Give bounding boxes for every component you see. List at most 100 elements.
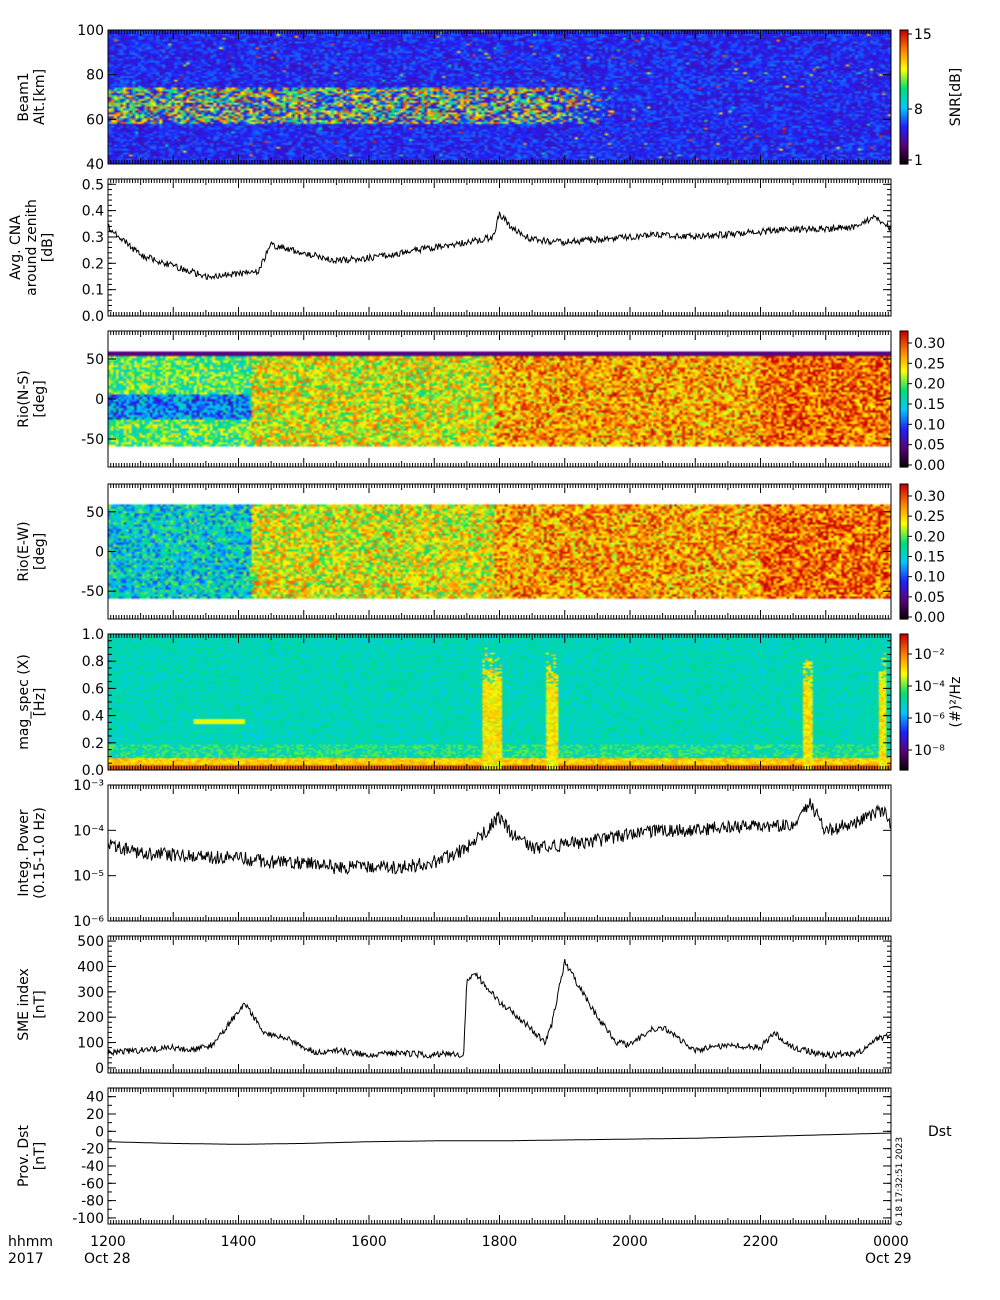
y-minor-ticks	[108, 935, 891, 1069]
y-axis-sme: 500 400 300 200 100 0 SME index [nT]	[16, 934, 891, 1077]
y-tick-label: 0.1	[82, 283, 104, 299]
y-axis-rio_ns: 50 0 -50 Rio(N-S) [deg]	[16, 352, 891, 448]
colorbar-segment	[900, 32, 908, 36]
colorbar-segment	[900, 30, 908, 33]
colorbar-segment	[900, 533, 908, 537]
colorbar-tick-label: 8	[914, 102, 923, 118]
colorbar-segment	[900, 439, 908, 443]
colorbar-segment	[900, 74, 908, 78]
colorbar-segment	[900, 692, 908, 696]
cna-frame	[107, 178, 892, 317]
colorbar-segment	[900, 123, 908, 127]
colorbar-segment	[900, 394, 908, 398]
y-tick-label: 300	[77, 985, 104, 1001]
y-axis-label: mag_spec (X)	[16, 654, 32, 750]
colorbar-segment	[900, 674, 908, 678]
colorbar-segment	[900, 697, 908, 701]
colorbar-segment	[900, 490, 908, 494]
colorbar-frame	[899, 29, 909, 165]
magspec-heatmap	[108, 634, 891, 770]
colorbar-segment	[900, 695, 908, 699]
y-tick-label: 400	[77, 959, 104, 975]
y-axis-rio_ew: 50 0 -50 Rio(E-W) [deg]	[16, 505, 891, 600]
x-axis-ticks	[107, 1088, 892, 1224]
colorbar-segment	[900, 649, 908, 653]
colorbar-frame	[899, 483, 909, 620]
y-tick-label: 50	[86, 352, 104, 368]
x-axis-ticks	[107, 785, 892, 921]
y-tick-label: 0.8	[82, 654, 104, 670]
y-tick-label: 0.4	[82, 204, 104, 220]
colorbar-segment	[900, 677, 908, 680]
colorbar-beam: 15 8 1 SNR[dB]	[899, 27, 964, 169]
colorbar-segment	[900, 335, 908, 339]
colorbar-segment	[900, 150, 908, 154]
y-tick-label: 0.5	[82, 177, 104, 193]
rio_ew-heatmap	[108, 484, 891, 619]
colorbar-segment	[900, 103, 908, 107]
y-axis-label: Integ. Power	[16, 809, 32, 896]
colorbar-segment	[900, 683, 908, 687]
y-axis-label: [deg]	[32, 533, 48, 570]
y-axis-label: [Hz]	[32, 688, 48, 717]
colorbar-segment	[900, 652, 908, 655]
colorbar-segment	[900, 643, 908, 646]
colorbar-segment	[900, 506, 908, 510]
colorbar-magspec: 10⁻² 10⁻⁴ 10⁻⁶ 10⁻⁸(#)²/Hz	[899, 633, 964, 771]
colorbar-segment	[900, 76, 908, 80]
y-axis-label: [deg]	[32, 380, 48, 417]
x-axis-ticks	[107, 634, 892, 770]
colorbar-segment	[900, 331, 908, 334]
colorbar-segment	[900, 612, 908, 616]
colorbar-segment	[900, 713, 908, 717]
colorbar-segment	[900, 517, 908, 521]
colorbar-segment	[900, 132, 908, 136]
colorbar-tick-label: 0.30	[914, 489, 945, 505]
colorbar-segment	[900, 504, 908, 508]
colorbar-segment	[900, 446, 908, 450]
colorbar-segment	[900, 560, 908, 564]
colorbar-tick-label: 0.10	[914, 417, 945, 433]
cna-line	[107, 211, 892, 280]
colorbar-segment	[900, 358, 908, 362]
colorbar-segment	[900, 679, 908, 683]
y-tick-label: 10⁻³	[73, 778, 104, 794]
colorbar-segment	[900, 495, 908, 499]
colorbar-segment	[900, 371, 908, 375]
colorbar-segment	[900, 61, 908, 65]
colorbar-segment	[900, 67, 908, 71]
colorbar-segment	[900, 396, 908, 400]
colorbar-segment	[900, 706, 908, 710]
colorbar-segment	[900, 114, 908, 118]
colorbar-segment	[900, 763, 908, 767]
colorbar-segment	[900, 442, 908, 445]
colorbar-segment	[900, 36, 908, 40]
colorbar-segment	[900, 159, 908, 163]
y-axis-label: [dB]	[40, 233, 56, 262]
rio_ns-heatmap	[108, 331, 891, 467]
colorbar-segment	[900, 699, 908, 703]
colorbar-segment	[900, 342, 908, 346]
colorbar-segment	[900, 529, 908, 532]
colorbar-tick-label: 0.25	[914, 356, 945, 372]
y-tick-label: 0.0	[82, 763, 104, 779]
colorbar-segment	[900, 448, 908, 452]
colorbar-rio_ew: 0.30 0.25 0.20 0.15 0.10 0.05 0.00	[899, 483, 945, 626]
power-frame	[107, 784, 892, 922]
colorbar-segment	[900, 558, 908, 562]
y-tick-label: 50	[86, 505, 104, 521]
colorbar-segment	[900, 551, 908, 555]
colorbar-segment	[900, 547, 908, 550]
colorbar-tick-label: 0.20	[914, 377, 945, 393]
colorbar-segment	[900, 464, 908, 468]
colorbar-segment	[900, 355, 908, 359]
y-tick-label: 0.3	[82, 230, 104, 246]
colorbar-rio_ns: 0.30 0.25 0.20 0.15 0.10 0.05 0.00	[899, 330, 945, 474]
colorbar-segment	[900, 690, 908, 694]
colorbar-segment	[900, 515, 908, 519]
colorbar-segment	[900, 428, 908, 432]
colorbar-tick-label: 1	[914, 153, 923, 169]
colorbar-segment	[900, 571, 908, 575]
colorbar-segment	[900, 720, 908, 723]
